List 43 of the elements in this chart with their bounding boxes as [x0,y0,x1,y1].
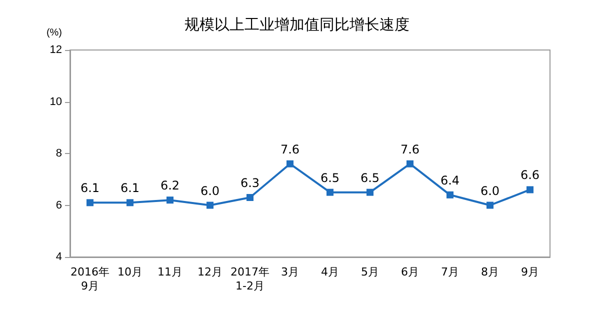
data-label: 6.6 [520,168,540,182]
data-label: 6.1 [80,181,100,196]
data-label: 6.5 [360,170,380,185]
y-tick-label: 6 [56,199,62,212]
x-tick-label: 9月 [521,266,539,278]
point [286,160,294,168]
data-label: 6.5 [320,170,340,185]
point [526,186,534,194]
point [126,199,134,206]
y-axis-title: (%) [46,28,62,38]
x-tick-label: 12月 [198,266,222,278]
x-tick-label: 8月 [481,266,499,278]
point [206,202,214,209]
y-tick-label: 8 [56,148,62,160]
data-label: 6.1 [120,181,140,196]
data-label: 6.0 [200,184,220,198]
data-label: 6.3 [240,176,260,190]
x-tick-label: 2017年 1-2月 [230,266,270,292]
x-tick-label: 11月 [158,266,182,278]
y-tick-label: 10 [50,96,62,108]
x-tick-label: 10月 [118,266,142,278]
x-tick-label: 7月 [441,266,459,278]
data-label: 6.0 [480,184,500,198]
point [166,196,174,204]
data-label: 7.6 [280,142,300,156]
chart-title: 规模以上工业增加值同比增长速度 [184,16,410,34]
point [486,202,494,209]
x-tick-label: 4月 [321,266,339,278]
point [406,160,414,168]
data-label: 7.6 [400,142,420,156]
point [86,199,94,206]
point [246,194,254,201]
data-label: 6.4 [440,173,460,188]
x-tick-label: 3月 [281,266,299,278]
data-label: 6.2 [160,178,180,193]
point [366,188,374,196]
x-tick-label: 5月 [361,266,379,278]
x-tick-label: 2016年 9月 [70,266,110,292]
x-tick-label: 6月 [401,266,419,278]
point [326,188,334,196]
point [446,191,454,198]
y-tick-label: 12 [50,44,62,56]
y-tick-label: 4 [56,251,62,263]
